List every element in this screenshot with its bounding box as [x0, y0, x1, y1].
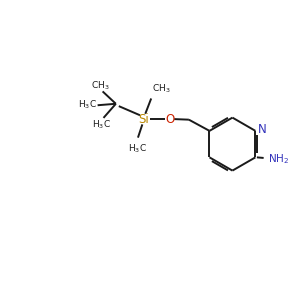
Text: N: N — [257, 123, 266, 136]
Text: CH$_3$: CH$_3$ — [152, 82, 171, 95]
Text: H$_3$C: H$_3$C — [128, 142, 147, 155]
Text: NH$_2$: NH$_2$ — [268, 152, 289, 166]
Text: H$_3$C: H$_3$C — [92, 119, 111, 131]
Text: H$_3$C: H$_3$C — [78, 99, 98, 112]
Text: O: O — [165, 112, 174, 126]
Text: CH$_3$: CH$_3$ — [91, 79, 110, 92]
Text: Si: Si — [139, 112, 149, 126]
